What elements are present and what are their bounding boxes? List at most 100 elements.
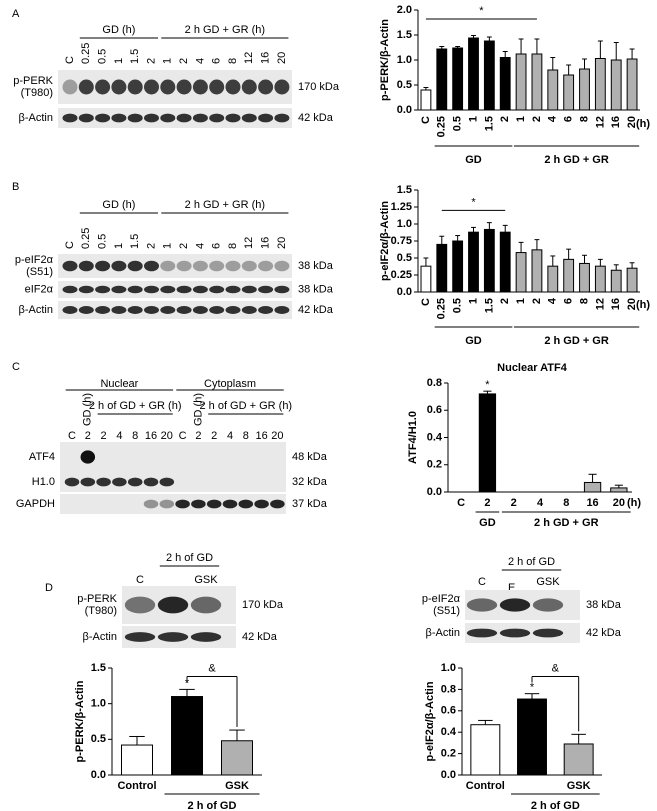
- blot-subgroup-label: GD (h): [82, 393, 94, 426]
- blot-band: [176, 79, 192, 95]
- y-tick-label: 1.0: [441, 662, 456, 674]
- group-label: 2 h of GD: [188, 800, 237, 811]
- lane-label: 6: [211, 243, 223, 249]
- bar: [515, 252, 527, 293]
- group-label: 2 h GD + GR: [544, 335, 609, 347]
- x-tick-label: 8: [578, 298, 590, 304]
- blot-size-label: 38 kDa: [298, 283, 334, 295]
- lane-label: 8: [227, 58, 239, 64]
- blot-band: [274, 260, 290, 272]
- blot-row-label: β-Actin: [83, 631, 117, 643]
- bar: [452, 47, 464, 111]
- blot-band: [157, 596, 189, 614]
- blot-row-label: H1.0: [32, 476, 55, 488]
- lane-label: 4: [194, 243, 206, 249]
- x-tick-label: 2: [499, 116, 511, 122]
- bar: [579, 68, 590, 111]
- lane-label: C: [478, 576, 486, 588]
- lane-label: 1.5: [129, 234, 141, 249]
- blot-band: [225, 113, 241, 123]
- blot-size-label: 38 kDa: [586, 599, 622, 611]
- blot-band: [62, 306, 78, 314]
- blot-band: [78, 306, 94, 314]
- blot-band: [209, 79, 225, 95]
- blot-band: [192, 260, 208, 272]
- x-tick-label: 4: [537, 497, 544, 509]
- bar: [579, 262, 590, 293]
- y-tick-label: 0.8: [427, 377, 442, 389]
- group-label: GD: [465, 154, 482, 166]
- lane-label: C: [68, 430, 76, 442]
- blot-row-label: (T980): [85, 605, 117, 617]
- x-tick-label: 0.5: [452, 116, 464, 131]
- blot-band: [160, 306, 176, 314]
- panel-letter: C: [12, 361, 20, 373]
- lane-label: 2: [178, 243, 190, 249]
- blot-band: [274, 113, 290, 123]
- lane-label: 12: [243, 237, 255, 249]
- lane-label: 2: [101, 430, 107, 442]
- x-tick-label: C: [420, 298, 432, 306]
- blot-band: [143, 499, 159, 509]
- bar: [436, 243, 448, 293]
- x-tick-label: Control: [466, 780, 505, 792]
- blot-band: [62, 113, 78, 123]
- group-label: GD: [465, 335, 482, 347]
- y-tick-label: 0.4: [427, 431, 443, 443]
- blot-band: [241, 260, 257, 272]
- y-tick-label: 1.0: [91, 698, 106, 710]
- lane-label: 2: [145, 243, 157, 249]
- significance-mark: &: [552, 662, 560, 674]
- y-tick-label: 0.0: [427, 486, 442, 498]
- blot-band: [225, 285, 241, 294]
- lane-label: 20: [271, 430, 283, 442]
- y-tick-label: 0.0: [441, 769, 456, 781]
- blot-band: [258, 285, 274, 294]
- x-tick-label: 20: [613, 497, 625, 509]
- y-tick-label: 1.5: [91, 662, 106, 674]
- blot-band: [124, 596, 156, 614]
- blot-band: [127, 113, 143, 123]
- x-tick-label: 1: [515, 116, 527, 122]
- y-tick-label: 1.5: [397, 29, 412, 41]
- blot-band: [222, 499, 238, 509]
- x-tick-label: 1: [467, 116, 479, 122]
- bar: [171, 696, 203, 776]
- x-tick-label: 6: [563, 116, 575, 122]
- y-tick-label: 1.25: [391, 201, 412, 213]
- lane-label: GSK: [194, 574, 218, 586]
- x-tick-label: 4: [547, 297, 559, 304]
- lane-label: C: [64, 241, 76, 249]
- blot-band: [209, 306, 225, 314]
- lane-label: 2: [195, 430, 201, 442]
- lane-label: 8: [132, 430, 138, 442]
- bar: [626, 58, 638, 111]
- blot-band: [532, 628, 564, 638]
- bar: [626, 267, 638, 293]
- group-label: 2 h GD + GR: [534, 517, 599, 529]
- blot-band: [241, 306, 257, 314]
- lane-label: 16: [145, 430, 157, 442]
- blot-band: [192, 79, 208, 95]
- lane-label: 20: [161, 430, 173, 442]
- x-unit: (h): [627, 497, 641, 509]
- bar: [563, 258, 575, 293]
- blot-band: [532, 598, 564, 612]
- lane-label: 1: [162, 58, 174, 64]
- bar: [483, 228, 495, 293]
- y-axis-label: p-PERK/β-Actin: [379, 19, 391, 101]
- bar: [221, 740, 253, 776]
- x-tick-label: 0.25: [436, 298, 448, 319]
- lane-label: 20: [276, 52, 288, 64]
- x-tick-label: 1.5: [483, 298, 495, 313]
- y-tick-label: 0.2: [441, 748, 456, 760]
- blot-band: [111, 79, 127, 95]
- bar: [594, 265, 606, 293]
- x-tick-label: 2: [531, 116, 543, 122]
- blot-band: [62, 260, 78, 272]
- bar: [515, 53, 527, 111]
- blot-group-label: GD (h): [102, 24, 135, 36]
- blot-group-label: Nuclear: [100, 378, 138, 390]
- bar: [547, 69, 559, 111]
- group-label: GD: [479, 517, 496, 529]
